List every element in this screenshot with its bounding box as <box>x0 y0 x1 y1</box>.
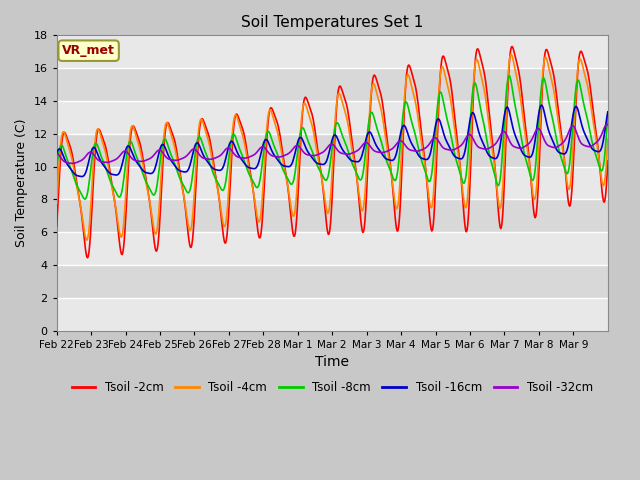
Bar <box>57 134 608 167</box>
Y-axis label: Soil Temperature (C): Soil Temperature (C) <box>15 119 28 247</box>
Bar <box>57 167 608 199</box>
Title: Soil Temperatures Set 1: Soil Temperatures Set 1 <box>241 15 424 30</box>
Bar <box>57 36 608 68</box>
Bar <box>57 298 608 331</box>
Text: VR_met: VR_met <box>62 44 115 57</box>
Legend: Tsoil -2cm, Tsoil -4cm, Tsoil -8cm, Tsoil -16cm, Tsoil -32cm: Tsoil -2cm, Tsoil -4cm, Tsoil -8cm, Tsoi… <box>67 376 598 398</box>
Bar <box>57 199 608 232</box>
Bar <box>57 101 608 134</box>
Bar <box>57 232 608 265</box>
X-axis label: Time: Time <box>316 355 349 369</box>
Bar <box>57 68 608 101</box>
Bar <box>57 265 608 298</box>
